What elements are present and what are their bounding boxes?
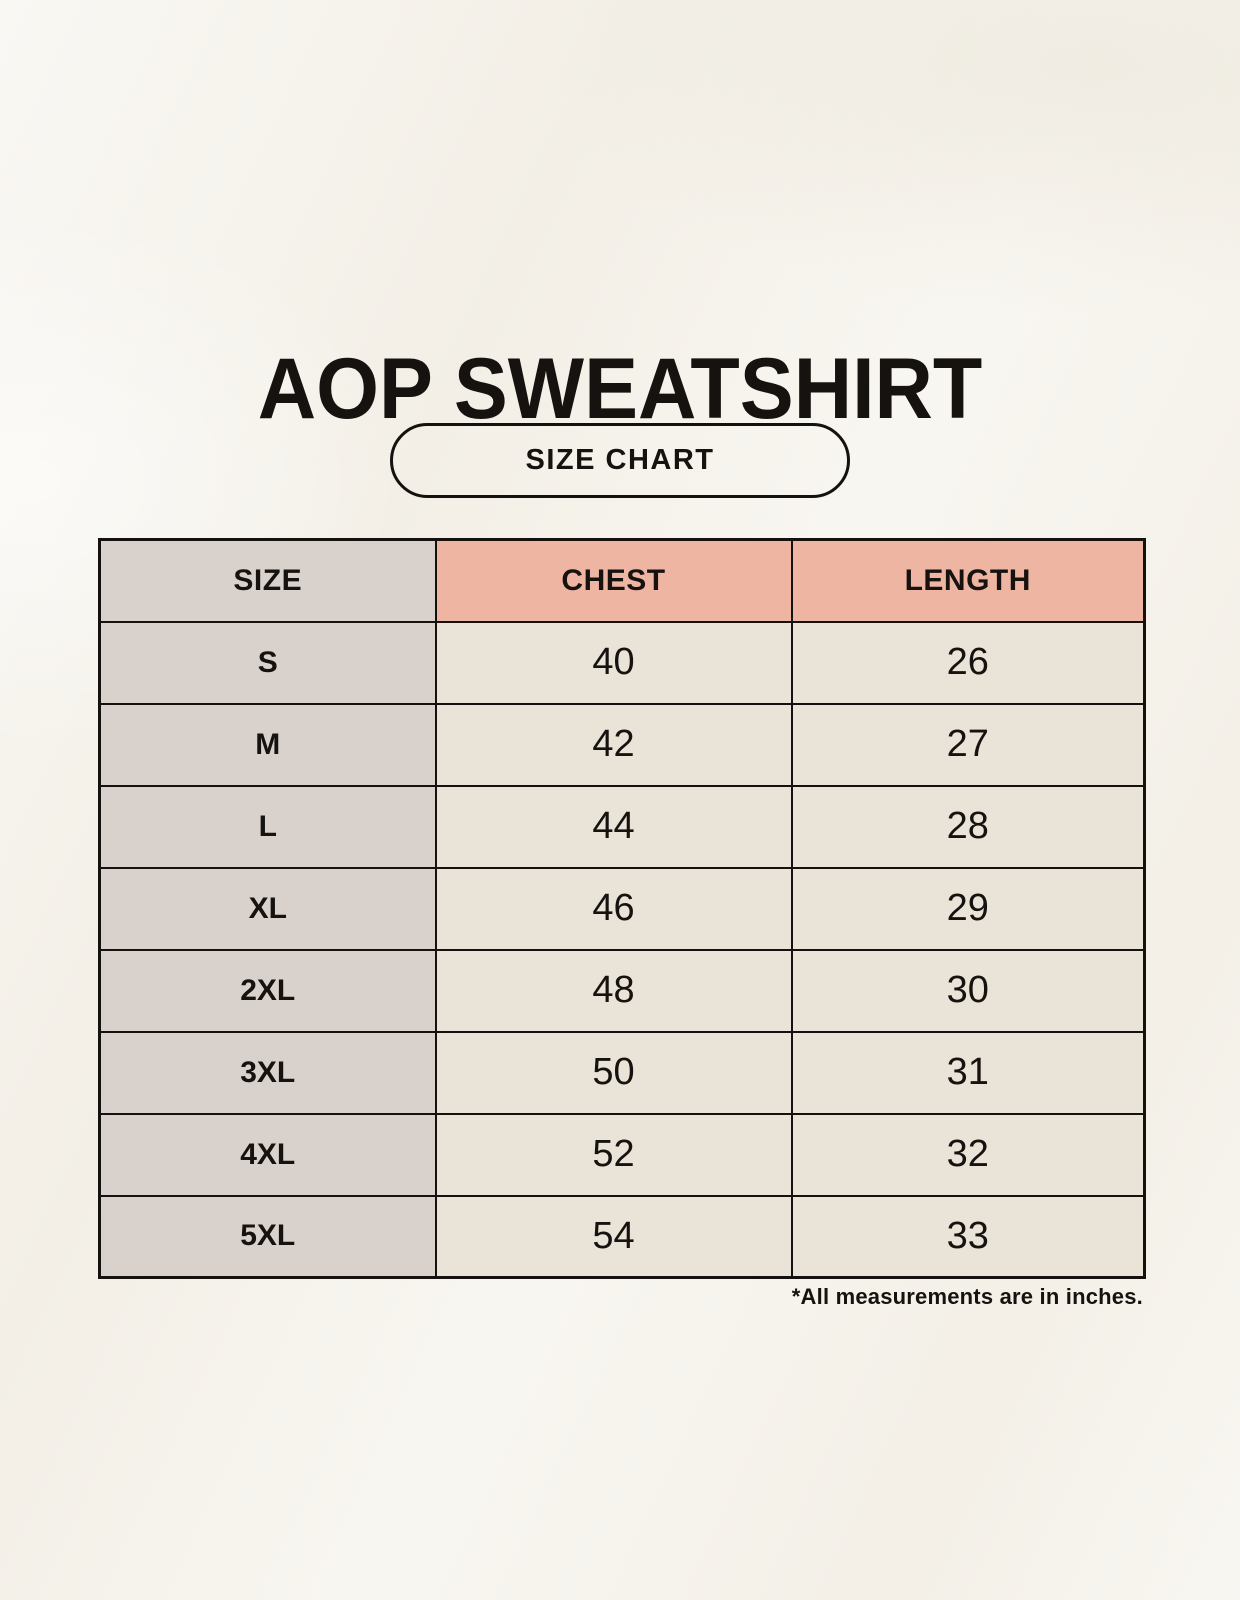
size-label: 3XL	[98, 1030, 437, 1115]
chest-value: 46	[434, 866, 793, 951]
measurement-footnote: *All measurements are in inches.	[791, 1284, 1143, 1309]
table-header-row: SIZE CHEST LENGTH	[98, 538, 1146, 623]
length-value: 33	[790, 1194, 1146, 1279]
table-row: S 40 26	[98, 620, 1146, 705]
length-value: 32	[790, 1112, 1146, 1197]
column-header-length: LENGTH	[790, 538, 1146, 623]
table-row: M 42 27	[98, 702, 1146, 787]
length-value: 27	[790, 702, 1146, 787]
length-value: 26	[790, 620, 1146, 705]
size-label: XL	[98, 866, 437, 951]
length-value: 28	[790, 784, 1146, 869]
table-row: XL 46 29	[98, 866, 1146, 951]
size-table-container: SIZE CHEST LENGTH S 40 26 M 42 27 L 44 28 XL 46 29 2…	[98, 538, 1146, 1279]
chest-value: 48	[434, 948, 793, 1033]
size-label: L	[98, 784, 437, 869]
size-chart-badge-label: SIZE CHART	[525, 444, 715, 476]
size-label: 5XL	[98, 1194, 437, 1279]
length-value: 31	[790, 1030, 1146, 1115]
length-value: 29	[790, 866, 1146, 951]
table-row: 3XL 50 31	[98, 1030, 1146, 1115]
chest-value: 54	[434, 1194, 793, 1279]
chest-value: 52	[434, 1112, 793, 1197]
size-label: 4XL	[98, 1112, 437, 1197]
size-table: SIZE CHEST LENGTH S 40 26 M 42 27 L 44 28 XL 46 29 2…	[98, 538, 1146, 1279]
table-row: 5XL 54 33	[98, 1194, 1146, 1279]
size-label: S	[98, 620, 437, 705]
size-label: M	[98, 702, 437, 787]
page-title: AOP SWEATSHIRT	[257, 340, 983, 437]
column-header-size: SIZE	[98, 538, 437, 623]
length-value: 30	[790, 948, 1146, 1033]
chest-value: 44	[434, 784, 793, 869]
table-row: 4XL 52 32	[98, 1112, 1146, 1197]
size-label: 2XL	[98, 948, 437, 1033]
chest-value: 42	[434, 702, 793, 787]
table-row: L 44 28	[98, 784, 1146, 869]
chest-value: 40	[434, 620, 793, 705]
chest-value: 50	[434, 1030, 793, 1115]
column-header-chest: CHEST	[434, 538, 793, 623]
table-row: 2XL 48 30	[98, 948, 1146, 1033]
size-chart-badge: SIZE CHART	[390, 423, 850, 498]
